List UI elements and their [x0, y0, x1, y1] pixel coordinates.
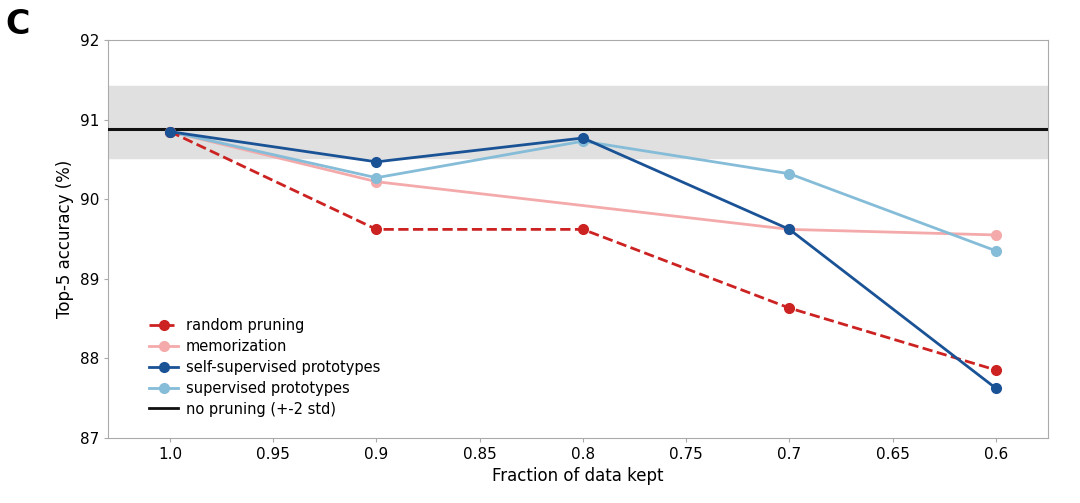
- Text: C: C: [5, 8, 30, 41]
- Legend: random pruning, memorization, self-supervised prototypes, supervised prototypes,: random pruning, memorization, self-super…: [144, 312, 386, 423]
- Bar: [108, 87, 1048, 158]
- Y-axis label: Top-5 accuracy (%): Top-5 accuracy (%): [56, 160, 75, 318]
- X-axis label: Fraction of data kept: Fraction of data kept: [492, 467, 663, 485]
